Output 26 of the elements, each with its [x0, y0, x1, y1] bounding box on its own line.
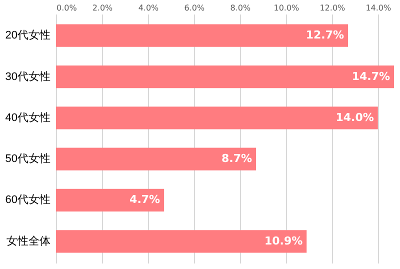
data-label: 8.7% [222, 152, 252, 166]
x-tick-label: 10.0% [274, 4, 300, 12]
x-tick-label: 8.0% [230, 4, 252, 12]
data-label: 14.0% [336, 110, 374, 124]
bar [56, 188, 164, 212]
x-tick-label: 0.0% [56, 4, 78, 12]
data-label: 10.9% [264, 234, 303, 248]
y-tick-label: 50代女性 [5, 153, 50, 166]
y-tick-label: 60代女性 [5, 194, 50, 206]
bar [56, 65, 394, 88]
bar [56, 24, 348, 47]
x-tick-label: 6.0% [184, 4, 206, 12]
y-tick-label: 20代女性 [5, 30, 50, 42]
x-tick-label: 2.0% [92, 4, 114, 12]
x-tick-label: 12.0% [320, 4, 346, 12]
data-label: 14.7% [352, 70, 390, 83]
y-tick-label: 30代女性 [5, 70, 50, 83]
y-tick-label: 女性全体 [6, 235, 50, 248]
bar [56, 106, 378, 130]
y-tick-label: 40代女性 [5, 112, 50, 124]
x-tick-label: 14.0% [366, 4, 392, 12]
bar [56, 230, 307, 253]
bar [56, 148, 256, 170]
x-tick-label: 4.0% [138, 4, 160, 12]
data-label: 4.7% [130, 193, 160, 206]
data-label: 12.7% [306, 28, 344, 42]
